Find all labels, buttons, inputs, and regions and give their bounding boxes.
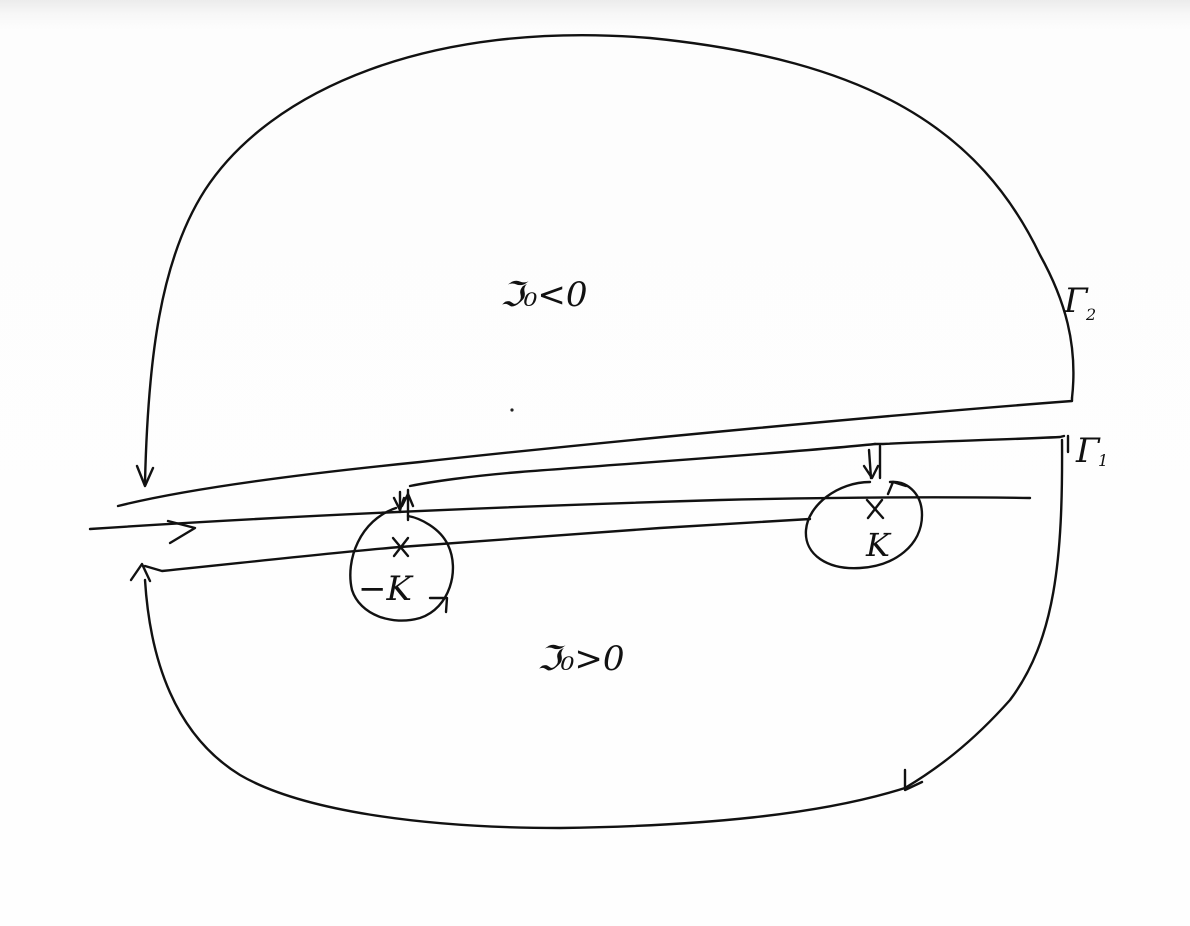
outer-contour-subscript: 2: [1085, 305, 1096, 324]
right-pole-marker: [865, 498, 885, 520]
inner-contour-subscript: 1: [1098, 451, 1108, 470]
left-pole-label: −K: [358, 569, 414, 609]
left-pole-marker: [391, 536, 410, 558]
inner-contour-label: Γ: [1075, 431, 1101, 471]
right-pole-circle: [804, 444, 924, 570]
lower-region-label: ℑ₀>0: [537, 639, 624, 679]
left-pole-circle: [349, 488, 455, 622]
inner-contour-gamma1: [129, 434, 1070, 830]
stray-dot: [510, 408, 514, 412]
real-axis: [88, 496, 1032, 545]
upper-region-label: ℑ₀<0: [500, 275, 587, 315]
upper-contour-gamma2: [116, 34, 1075, 508]
outer-contour-label: Γ: [1063, 281, 1089, 321]
right-pole-label: K: [865, 526, 892, 564]
